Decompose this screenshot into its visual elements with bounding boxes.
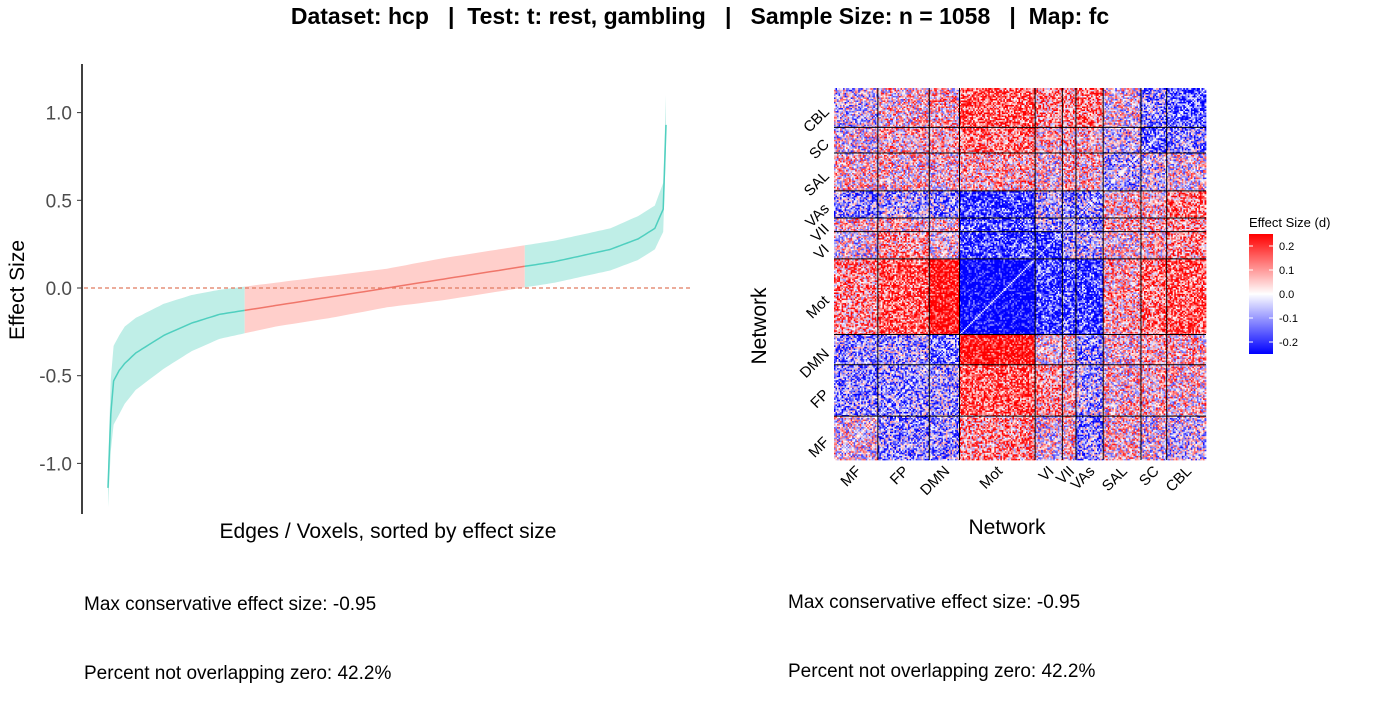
y-tick-label: 1.0 [46, 104, 72, 125]
x-axis-label: Edges / Voxels, sorted by effect size [220, 520, 557, 543]
confidence-bands [108, 95, 666, 507]
y-tick-label: 0.5 [46, 191, 72, 212]
left-percent-not-overlapping: Percent not overlapping zero: 42.2% [84, 662, 391, 685]
confidence-band-segment [108, 287, 245, 508]
y-axis-label: Effect Size [6, 240, 29, 340]
y-axis-ticks: 1.0 0.5 0.0 -0.5 -1.0 [39, 104, 82, 476]
y-tick-label: -0.5 [39, 367, 72, 388]
confidence-band-segment [245, 245, 525, 333]
page-title: Dataset: hcp | Test: t: rest, gambling |… [0, 3, 1400, 30]
left-caption: Max conservative effect size: -0.95 Perc… [84, 547, 391, 708]
y-tick-label: -1.0 [39, 454, 72, 475]
left-max-effect-size: Max conservative effect size: -0.95 [84, 593, 391, 616]
confidence-band-segment [525, 95, 666, 287]
effect-size-curve-chart: 1.0 0.5 0.0 -0.5 -1.0 Effect Size Edges / Vo… [0, 40, 720, 560]
heatmap-cells [834, 88, 1206, 460]
y-tick-label: 0.0 [46, 279, 72, 300]
